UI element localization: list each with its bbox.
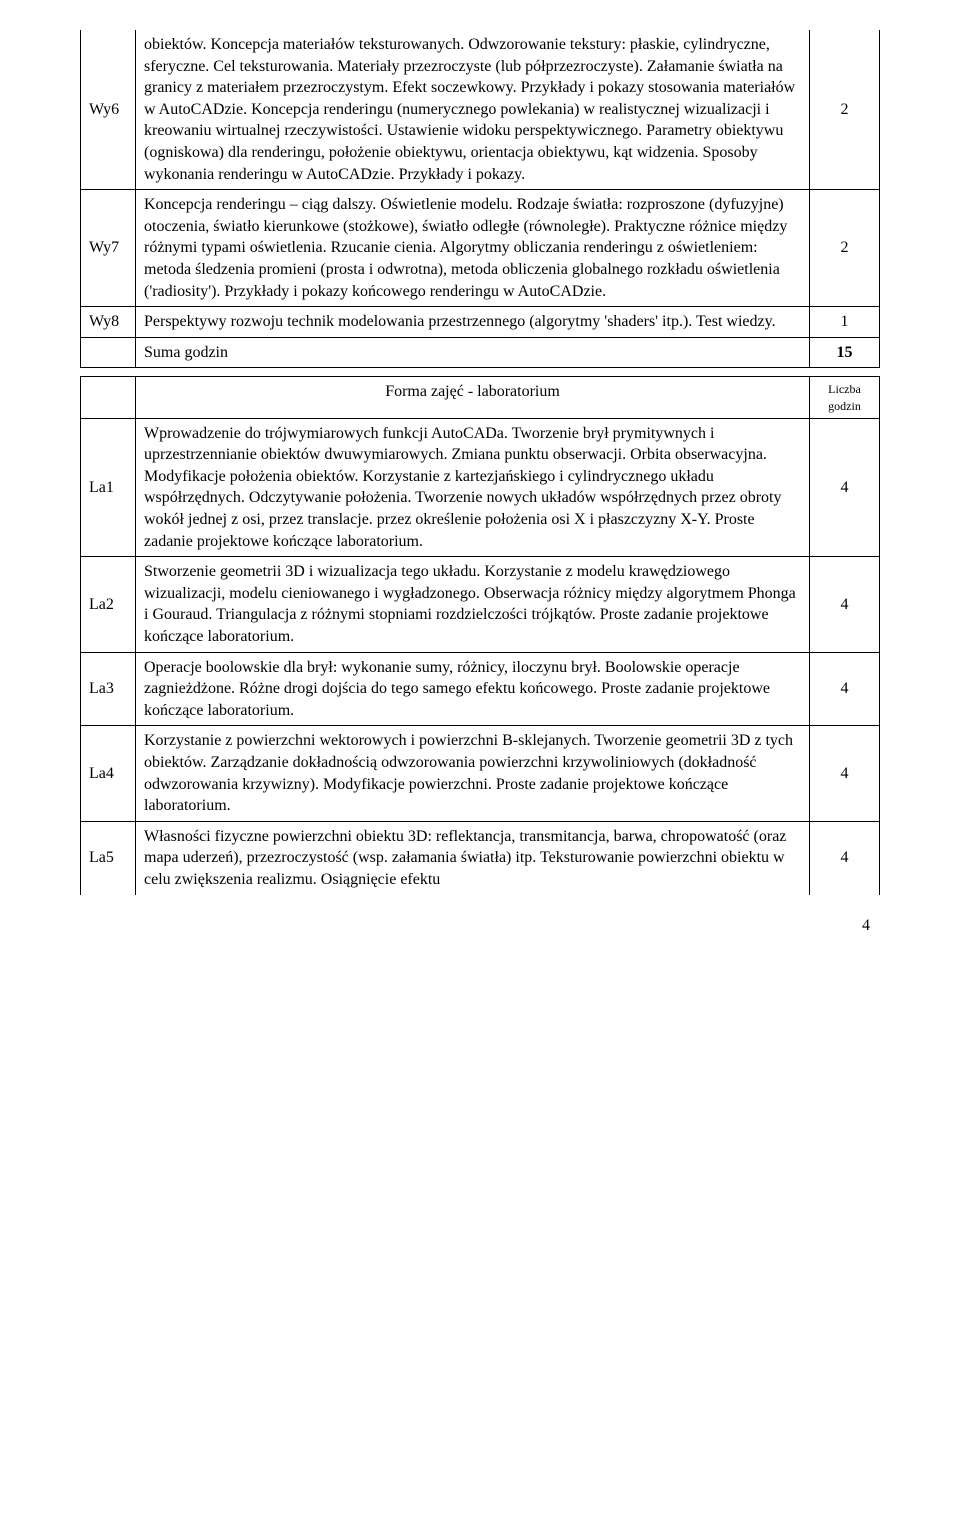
table-row: La4 Korzystanie z powierzchni wektorowyc… <box>81 726 880 821</box>
row-content: Koncepcja renderingu – ciąg dalszy. Oświ… <box>136 190 810 307</box>
table-row: La5 Własności fizyczne powierzchni obiek… <box>81 821 880 894</box>
row-label: La4 <box>81 726 136 821</box>
row-label: La2 <box>81 557 136 652</box>
row-label: La5 <box>81 821 136 894</box>
row-content: Własności fizyczne powierzchni obiektu 3… <box>136 821 810 894</box>
header-hours: Liczba godzin <box>810 377 880 418</box>
table-row: Wy6 obiektów. Koncepcja materiałów tekst… <box>81 30 880 190</box>
lab-table: Forma zajęć - laboratorium Liczba godzin… <box>80 376 880 894</box>
row-content: Perspektywy rozwoju technik modelowania … <box>136 307 810 338</box>
table-row: La1 Wprowadzenie do trójwymiarowych funk… <box>81 418 880 557</box>
row-label: Wy8 <box>81 307 136 338</box>
row-hours: 4 <box>810 726 880 821</box>
header-row: Forma zajęć - laboratorium Liczba godzin <box>81 377 880 418</box>
row-hours: 4 <box>810 418 880 557</box>
row-content: Operacje boolowskie dla brył: wykonanie … <box>136 652 810 726</box>
lecture-table: Wy6 obiektów. Koncepcja materiałów tekst… <box>80 30 880 368</box>
page-number: 4 <box>80 915 880 937</box>
row-hours: 2 <box>810 190 880 307</box>
row-content: Korzystanie z powierzchni wektorowych i … <box>136 726 810 821</box>
table-row: La2 Stworzenie geometrii 3D i wizualizac… <box>81 557 880 652</box>
table-row: La3 Operacje boolowskie dla brył: wykona… <box>81 652 880 726</box>
sum-empty <box>81 337 136 368</box>
header-empty <box>81 377 136 418</box>
sum-row: Suma godzin 15 <box>81 337 880 368</box>
header-main: Forma zajęć - laboratorium <box>136 377 810 418</box>
row-content: Stworzenie geometrii 3D i wizualizacja t… <box>136 557 810 652</box>
row-label: Wy7 <box>81 190 136 307</box>
table-row: Wy7 Koncepcja renderingu – ciąg dalszy. … <box>81 190 880 307</box>
row-label: La3 <box>81 652 136 726</box>
row-label: Wy6 <box>81 30 136 190</box>
row-hours: 4 <box>810 821 880 894</box>
sum-value: 15 <box>810 337 880 368</box>
row-hours: 4 <box>810 652 880 726</box>
row-content: obiektów. Koncepcja materiałów teksturow… <box>136 30 810 190</box>
table-row: Wy8 Perspektywy rozwoju technik modelowa… <box>81 307 880 338</box>
row-content: Wprowadzenie do trójwymiarowych funkcji … <box>136 418 810 557</box>
row-hours: 1 <box>810 307 880 338</box>
row-label: La1 <box>81 418 136 557</box>
sum-label: Suma godzin <box>136 337 810 368</box>
row-hours: 4 <box>810 557 880 652</box>
row-hours: 2 <box>810 30 880 190</box>
